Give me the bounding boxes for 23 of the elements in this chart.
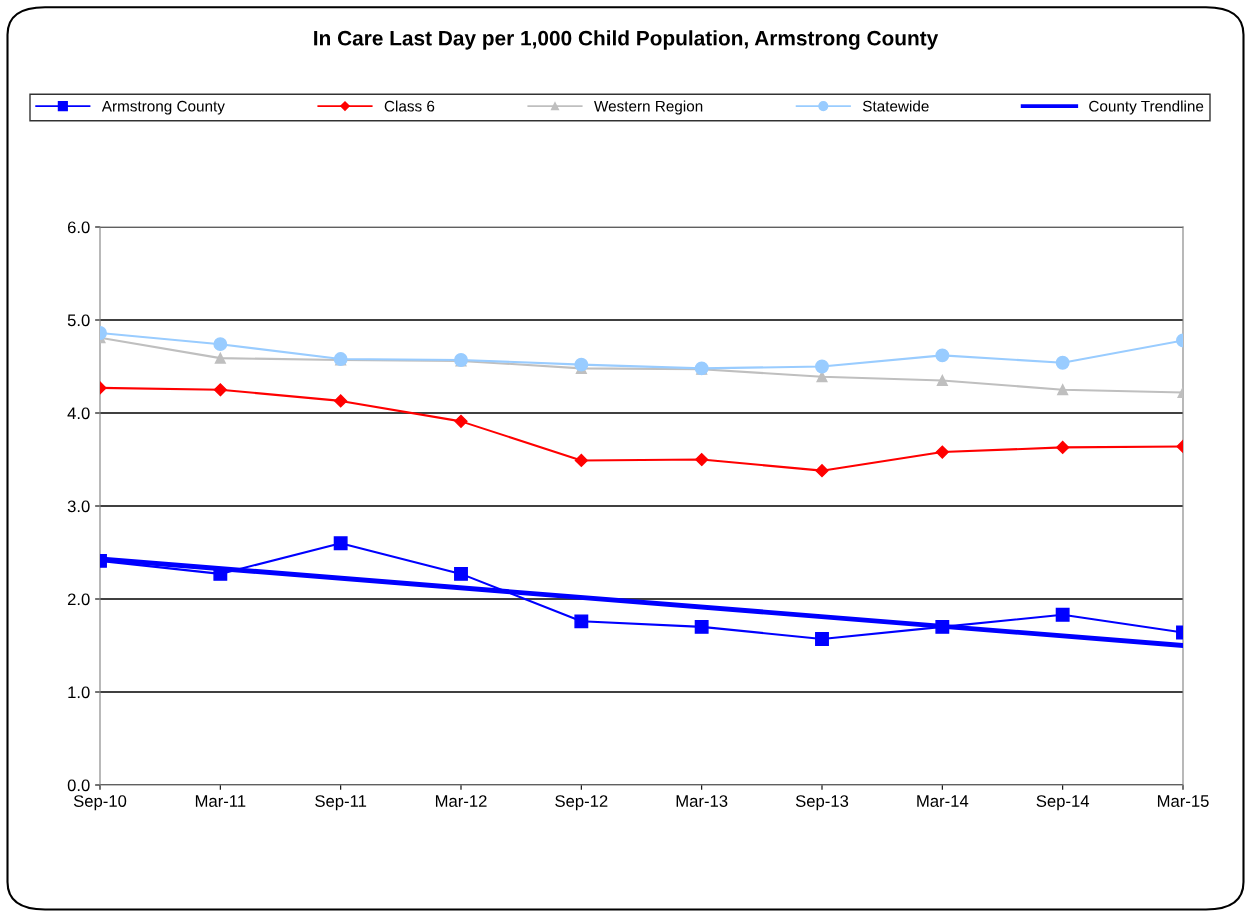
legend-label: Armstrong County <box>101 100 225 115</box>
legend-label: Statewide <box>862 100 929 112</box>
legend-label: County Trendline <box>1089 100 1204 115</box>
x-tick-label: Sep-14 <box>1036 795 1090 811</box>
chart-title: In Care Last Day per 1,000 Child Population, Armstrong County <box>314 30 939 50</box>
y-tick-label: 5.0 <box>67 314 90 327</box>
x-tick-label: Mar-13 <box>676 795 728 807</box>
legend-label: Western Region <box>594 100 703 115</box>
x-tick-label: Sep-12 <box>555 795 608 811</box>
legend-label: Class 6 <box>384 100 435 112</box>
x-tick-label: Mar-11 <box>195 795 246 807</box>
y-tick-label: 1.0 <box>68 686 90 699</box>
y-tick-label: 0.0 <box>67 779 90 792</box>
y-tick-label: 3.0 <box>67 500 90 513</box>
y-tick-label: 4.0 <box>67 407 90 420</box>
x-tick-label: Sep-10 <box>73 795 127 811</box>
y-tick-label: 6.0 <box>67 221 90 234</box>
x-tick-label: Mar-14 <box>917 795 969 807</box>
x-tick-label: Sep-13 <box>795 795 849 811</box>
x-tick-label: Sep-11 <box>315 795 367 811</box>
x-tick-label: Mar-12 <box>435 795 487 807</box>
y-tick-label: 2.0 <box>67 593 90 606</box>
x-tick-label: Mar-15 <box>1157 795 1209 807</box>
